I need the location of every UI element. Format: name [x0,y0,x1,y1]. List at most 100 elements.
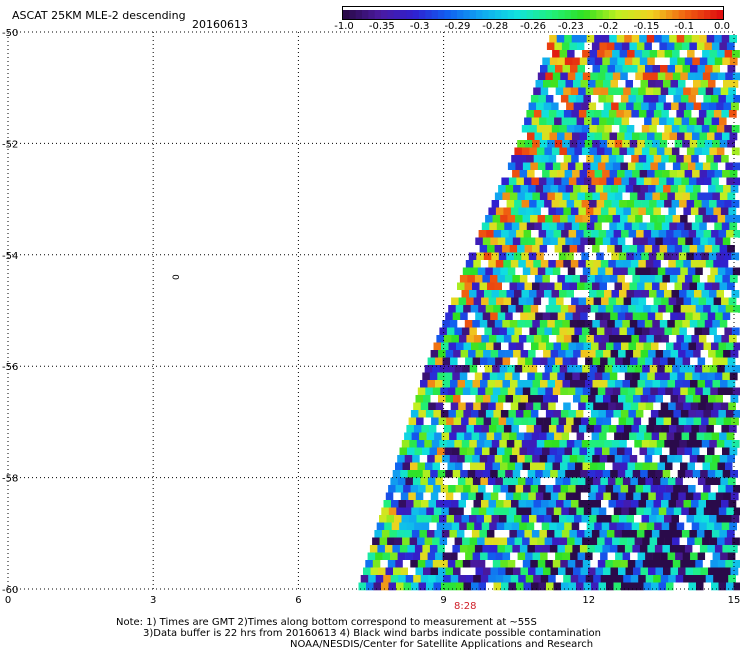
wind-cell [608,335,617,343]
wind-cell [560,305,569,313]
wind-cell [669,545,678,553]
color-scale-step [653,10,661,19]
wind-cell [560,410,569,418]
wind-cell [574,327,583,336]
wind-cell [522,387,531,396]
wind-cell [478,342,487,351]
wind-cell [539,320,548,328]
wind-cell [515,305,524,313]
wind-cell [536,440,545,448]
color-scale-step [501,10,509,19]
wind-cell [464,455,473,463]
wind-cell [722,275,731,283]
pass-time-label: 8:28 [454,601,477,612]
latitude-tick-label: -50 [2,28,18,39]
wind-cell [445,492,454,501]
wind-cell [644,42,653,51]
wind-cell [525,260,534,268]
wind-cell [667,320,676,328]
wind-cell [602,237,611,246]
wind-cell [548,575,556,583]
wind-cell [629,140,638,148]
wind-cell [413,425,422,433]
wind-cell [635,215,643,223]
wind-cell [629,192,638,201]
wind-cell [596,200,605,208]
wind-cell [589,147,598,156]
wind-cell [549,170,558,178]
wind-cell [507,267,516,276]
wind-cell [694,365,703,373]
wind-cell [719,530,728,538]
wind-cell [606,432,615,441]
wind-cell [520,237,529,246]
wind-cell [697,140,705,148]
wind-cell [612,72,621,81]
wind-cell [406,522,415,531]
wind-cell [713,260,722,268]
wind-cell [558,395,566,403]
wind-cell [622,357,631,366]
wind-cell [451,425,460,433]
wind-cell [527,372,536,381]
wind-cell [436,522,445,531]
wind-cell [546,342,554,351]
wind-cell [627,267,636,276]
wind-cell [568,95,577,103]
wind-cell [635,72,644,81]
wind-cell [637,357,646,366]
wind-cell [476,252,485,261]
wind-cell [360,575,369,583]
wind-cell [597,267,606,276]
wind-cell [542,372,551,381]
wind-cell [578,425,587,433]
wind-cell [535,395,544,403]
wind-cell [717,560,726,568]
wind-cell [665,485,674,493]
wind-cell [624,35,632,43]
wind-cell [717,365,725,373]
wind-cell [698,297,707,306]
color-scale-tick-label: -0.15 [633,21,660,32]
wind-cell [523,305,531,313]
wind-cell [712,192,721,201]
wind-cell [557,312,566,321]
wind-cell [454,365,463,373]
wind-cell [483,567,491,576]
wind-cell [684,222,693,231]
wind-cell [723,492,732,501]
wind-cell [453,567,461,576]
wind-cell [565,80,574,88]
wind-cell [675,357,683,366]
wind-cell [687,215,696,223]
wind-cell [467,470,476,478]
wind-cell [650,95,659,103]
wind-cell [715,492,724,501]
wind-cell [381,507,390,516]
wind-cell [670,395,679,403]
wind-cell [611,327,620,336]
wind-cell [608,575,616,583]
wind-cell [691,425,700,433]
wind-cell [717,462,726,471]
wind-cell [715,395,724,403]
wind-cell [716,290,725,298]
wind-cell [724,125,733,133]
wind-cell [479,432,487,441]
wind-cell [450,402,459,411]
wind-cell [664,147,673,156]
wind-cell [719,245,728,253]
wind-cell [692,470,701,478]
wind-cell [494,320,503,328]
wind-cell [710,215,718,223]
wind-cell [545,485,554,493]
wind-cell [627,365,635,373]
wind-cell [615,207,624,216]
wind-cell [542,170,550,178]
wind-cell [593,110,602,118]
longitude-tick-label: 15 [728,595,740,606]
wind-cell [580,237,589,246]
wind-cell [732,365,740,373]
wind-cell [616,335,625,343]
wind-cell [530,387,539,396]
